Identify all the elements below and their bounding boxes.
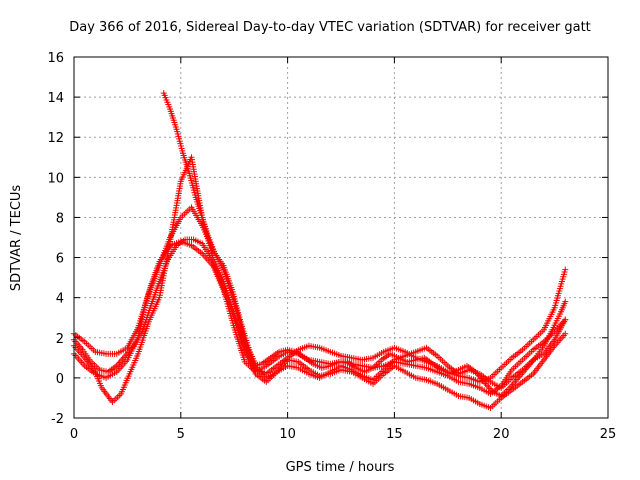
chart-title: Day 366 of 2016, Sidereal Day-to-day VTE… [69,20,591,35]
data-points [71,90,569,411]
y-tick-label: 6 [56,252,64,267]
y-tick-label: 4 [56,292,64,307]
y-tick-label: 14 [47,91,64,106]
x-tick-label: 0 [70,427,78,442]
series-track-e [71,236,569,399]
x-tick-label: 15 [386,427,403,442]
y-tick-label: -2 [51,412,64,427]
y-tick-label: 10 [47,171,64,186]
data-point [562,316,569,323]
plot-frame [73,56,609,419]
x-tick-label: 25 [600,427,617,442]
y-tick-label: 8 [56,211,64,226]
x-axis-label: GPS time / hours [286,460,395,475]
x-tick-label: 10 [279,427,296,442]
data-point [562,330,569,337]
y-tick-label: 12 [47,131,64,146]
axis-ticks: 0 5 10 15 20 25 -2 0 2 4 6 8 10 12 14 16 [47,51,616,442]
y-axis-label: SDTVAR / TECUs [9,185,24,292]
y-tick-label: 0 [56,372,64,387]
y-tick-label: 2 [56,332,64,347]
y-tick-label: 16 [47,51,64,66]
x-tick-label: 20 [493,427,510,442]
data-point [562,266,569,273]
x-tick-label: 5 [177,427,185,442]
data-point [562,298,569,305]
